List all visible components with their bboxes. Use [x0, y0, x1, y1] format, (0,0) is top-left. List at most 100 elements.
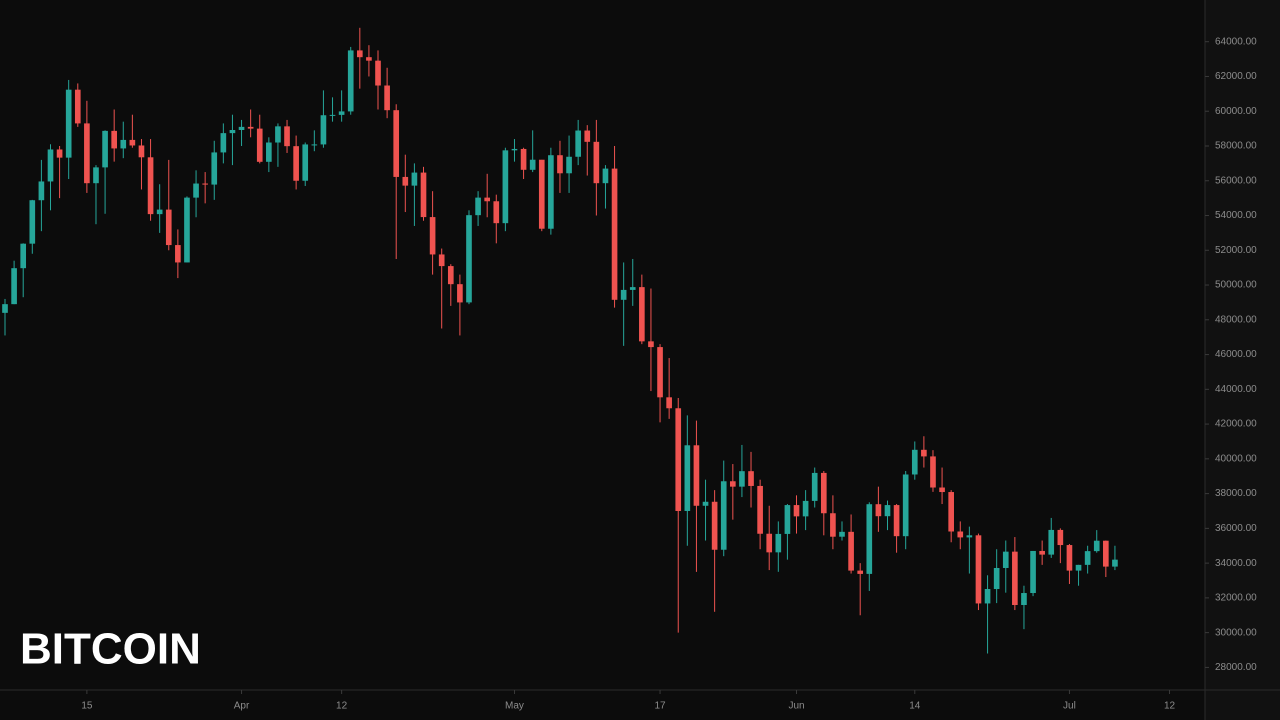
candle-body [229, 130, 236, 134]
candle-body [56, 149, 63, 158]
candle-body [129, 139, 136, 146]
candle-body [730, 481, 736, 487]
candle-body [293, 146, 299, 181]
x-tick-label: 15 [81, 701, 93, 712]
candle-body [284, 126, 290, 147]
candle-body [957, 531, 964, 538]
candle-body [921, 449, 927, 457]
y-tick-label: 30000.00 [1215, 627, 1257, 638]
candle-body [493, 201, 500, 224]
candle-body [939, 487, 945, 493]
y-tick-label: 32000.00 [1215, 593, 1257, 604]
candle-body [356, 50, 363, 58]
y-tick-label: 38000.00 [1215, 488, 1257, 499]
candle-body [839, 531, 845, 537]
candle-body [1039, 550, 1045, 555]
candle-body [739, 471, 745, 487]
candle-body [675, 408, 682, 511]
candle-body [2, 304, 8, 313]
y-tick-label: 60000.00 [1215, 106, 1257, 117]
candle-body [711, 501, 718, 550]
candle-body [20, 243, 27, 269]
y-tick-label: 62000.00 [1215, 71, 1257, 82]
y-tick-label: 36000.00 [1215, 523, 1257, 534]
candle-body [38, 181, 45, 201]
candle-body [684, 445, 691, 511]
candle-body [429, 217, 436, 255]
candle-body [848, 531, 854, 571]
candle-body [793, 505, 800, 517]
candle-body [639, 287, 645, 342]
y-tick-label: 58000.00 [1215, 141, 1257, 152]
candle-body [311, 144, 318, 146]
candle-body [766, 533, 773, 553]
candle-body [1048, 529, 1055, 555]
candle-body [466, 215, 472, 303]
candle-body [748, 471, 754, 486]
candle-body [875, 504, 882, 517]
candle-body [629, 287, 636, 290]
candle-body [420, 172, 427, 218]
candle-body [238, 126, 245, 131]
candle-body [47, 149, 54, 182]
candle-body [538, 159, 545, 229]
x-tick-label: Jun [788, 701, 804, 712]
y-tick-label: 64000.00 [1215, 36, 1257, 47]
candle-body [557, 155, 563, 174]
candle-body [902, 474, 909, 537]
y-tick-label: 54000.00 [1215, 210, 1257, 221]
candle-body [566, 156, 572, 174]
candle-body [438, 254, 445, 267]
x-tick-label: May [505, 701, 524, 712]
candle-body [720, 481, 727, 550]
candle-body [520, 148, 527, 170]
candle-body [1030, 550, 1036, 594]
candle-body [966, 535, 973, 538]
candle-body [657, 347, 663, 398]
candle-body [375, 60, 381, 86]
y-tick-label: 28000.00 [1215, 662, 1257, 673]
x-tick-label: 12 [1164, 701, 1176, 712]
candle-body [930, 456, 936, 488]
y-tick-label: 40000.00 [1215, 453, 1257, 464]
x-tick-label: Apr [234, 701, 250, 712]
candle-body [602, 168, 609, 184]
candle-body [29, 200, 36, 244]
candle-body [893, 505, 900, 537]
y-tick-label: 48000.00 [1215, 314, 1257, 325]
candle-body [529, 159, 536, 170]
candle-body [165, 209, 172, 246]
candle-body [802, 500, 809, 517]
candle-body [1012, 551, 1018, 606]
candle-body [1021, 593, 1027, 606]
candle-body [584, 130, 591, 142]
candle-body [575, 130, 581, 157]
y-tick-label: 56000.00 [1215, 175, 1257, 186]
candle-body [184, 197, 190, 263]
candle-body [1066, 545, 1073, 571]
candle-body [866, 504, 873, 574]
candle-body [338, 111, 345, 115]
candle-body [784, 505, 791, 534]
candle-body [484, 197, 491, 202]
price-axis-panel [1205, 0, 1280, 720]
candle-body [884, 505, 891, 517]
candles [2, 27, 1118, 654]
x-tick-label: 12 [336, 701, 348, 712]
candle-body [1112, 559, 1118, 567]
candle-body [830, 513, 836, 537]
candle-body [84, 123, 90, 184]
x-tick-label: 17 [654, 701, 666, 712]
candle-body [620, 289, 627, 300]
candle-body [247, 126, 254, 129]
candle-body [511, 148, 518, 151]
x-tick-label: Jul [1063, 701, 1076, 712]
candle-body [156, 209, 163, 215]
candle-body [666, 397, 672, 409]
candle-body [211, 152, 218, 185]
candle-body [984, 589, 991, 604]
candle-body [147, 157, 154, 215]
candle-body [411, 172, 418, 186]
candle-body [975, 535, 982, 604]
